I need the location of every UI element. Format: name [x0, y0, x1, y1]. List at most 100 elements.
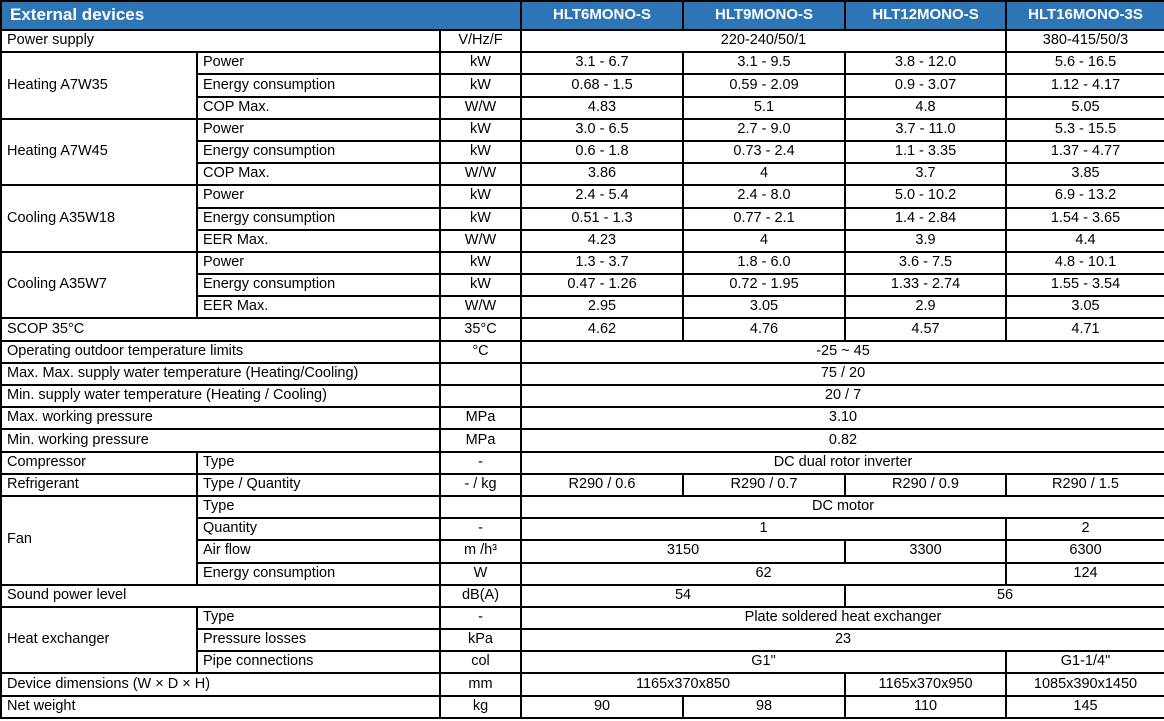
value-cell: 5.05: [1005, 95, 1164, 120]
table-row: Energy consumption W 62 124: [1, 561, 1164, 586]
spec-table-body: Power supply V/Hz/F 220-240/50/1 380-415/50…: [0, 28, 1164, 719]
value-cell: 4.4: [1005, 228, 1164, 253]
unit-cell: kW: [438, 250, 523, 276]
value-cell: 75 / 20: [520, 361, 1164, 387]
row-sublabel-cell: COP Max.: [196, 162, 441, 187]
value-cell: DC motor: [520, 494, 1164, 520]
value-cell: 0.6 - 1.8: [520, 139, 685, 165]
table-row: Energy consumption kW 0.47 - 1.26 0.72 - 1.…: [1, 273, 1164, 298]
value-cell: 1: [520, 517, 1008, 542]
value-cell: 3300: [844, 539, 1008, 564]
unit-cell: W/W: [438, 295, 523, 320]
value-cell: 1.33 - 2.74: [844, 273, 1008, 298]
row-label-cell: Power supply: [0, 28, 441, 54]
table-row: EER Max. W/W 4.23 4 3.9 4.4: [1, 228, 1164, 253]
table-row: Energy consumption kW 0.51 - 1.3 0.77 - 2.1…: [1, 206, 1164, 231]
value-cell: 4.23: [520, 228, 685, 253]
value-cell: 0.68 - 1.5: [520, 73, 685, 98]
unit-cell: MPa: [438, 428, 523, 453]
value-cell: 6300: [1005, 539, 1164, 564]
value-cell: 3.05: [1005, 295, 1164, 320]
group-label-cell: Compressor: [0, 450, 198, 475]
value-cell: 62: [520, 561, 1008, 586]
unit-cell: -: [438, 517, 523, 542]
unit-cell: kW: [438, 117, 523, 142]
value-cell: 56: [844, 583, 1164, 608]
row-sublabel-cell: EER Max.: [196, 228, 441, 253]
value-cell: 4.76: [682, 317, 847, 342]
group-label-cell: Heating A7W35: [0, 51, 198, 120]
value-cell: G1-1/4": [1005, 650, 1164, 675]
value-cell: 0.59 - 2.09: [682, 73, 847, 98]
value-cell: 0.73 - 2.4: [682, 139, 847, 165]
table-row: Operating outdoor temperature limits °C -2…: [0, 339, 1164, 364]
table-row: Pipe connections col G1" G1-1/4": [1, 650, 1164, 675]
value-cell: Plate soldered heat exchanger: [520, 605, 1164, 631]
table-row: Net weight kg 90 98 110 145: [0, 694, 1164, 719]
value-cell: 4.57: [844, 317, 1008, 342]
value-cell: 3.6 - 7.5: [844, 250, 1008, 276]
row-label-cell: Max. Max. supply water temperature (Heat…: [0, 361, 441, 387]
unit-cell: mm: [438, 672, 523, 697]
value-cell: 20 / 7: [520, 383, 1164, 409]
unit-cell: -: [438, 605, 523, 631]
row-sublabel-cell: Power: [196, 184, 441, 209]
group-label-cell: Heating A7W45: [0, 117, 198, 187]
unit-cell: kW: [438, 273, 523, 298]
row-label-cell: Max. working pressure: [0, 406, 441, 431]
unit-cell: kPa: [438, 628, 523, 653]
value-cell: 1.8 - 6.0: [682, 250, 847, 276]
value-cell: 2.7 - 9.0: [682, 117, 847, 142]
value-cell: 3.10: [520, 406, 1164, 431]
value-cell: 3.8 - 12.0: [844, 51, 1008, 76]
value-cell: 3.7: [844, 162, 1008, 187]
unit-cell: kW: [438, 51, 523, 76]
table-row: Heating A7W45 Power kW 3.0 - 6.5 2.7 - 9.0 3.…: [0, 117, 1164, 187]
unit-cell: MPa: [438, 406, 523, 431]
table-row: SCOP 35°C 35°C 4.62 4.76 4.57 4.71: [0, 317, 1164, 342]
table-row: Cooling A35W18 Power kW 2.4 - 5.4 2.4 - 8.0 5…: [0, 184, 1164, 253]
value-cell: 4.8: [844, 95, 1008, 120]
row-sublabel-cell: Quantity: [196, 517, 441, 542]
row-sublabel-cell: Energy consumption: [196, 73, 441, 98]
value-cell: 5.1: [682, 95, 847, 120]
table-row: Cooling A35W7 Power kW 1.3 - 3.7 1.8 - 6.0 3.…: [0, 250, 1164, 320]
value-cell: R290 / 1.5: [1005, 472, 1164, 497]
row-label-cell: SCOP 35°C: [0, 317, 441, 342]
value-cell: 145: [1005, 694, 1164, 719]
table-row: EER Max. W/W 2.95 3.05 2.9 3.05: [1, 295, 1164, 320]
unit-cell: W/W: [438, 162, 523, 187]
unit-cell: 35°C: [438, 317, 523, 342]
row-sublabel-cell: Power: [196, 250, 441, 276]
value-cell: G1": [520, 650, 1008, 675]
value-cell: 0.77 - 2.1: [682, 206, 847, 231]
value-cell: 54: [520, 583, 847, 608]
table-row: Heating A7W35 Power kW 3.1 - 6.7 3.1 - 9.5 3.…: [0, 51, 1164, 120]
value-cell: 2.95: [520, 295, 685, 320]
value-cell: 98: [682, 694, 847, 719]
row-sublabel-cell: COP Max.: [196, 95, 441, 120]
value-cell: R290 / 0.9: [844, 472, 1008, 497]
value-cell: 1.12 - 4.17: [1005, 73, 1164, 98]
unit-cell: V/Hz/F: [438, 28, 523, 54]
row-sublabel-cell: Energy consumption: [196, 139, 441, 165]
unit-cell: m /h³: [438, 539, 523, 564]
table-row: Compressor Type - DC dual rotor inverter: [0, 450, 1164, 475]
row-sublabel-cell: Energy consumption: [196, 273, 441, 298]
value-cell: 90: [520, 694, 685, 719]
table-row: Min. supply water temperature (Heating /…: [0, 383, 1164, 409]
value-cell: 110: [844, 694, 1008, 719]
value-cell: 0.82: [520, 428, 1164, 453]
row-sublabel-cell: Type: [196, 450, 441, 475]
row-label-cell: Net weight: [0, 694, 441, 719]
value-cell: 3150: [520, 539, 847, 564]
row-label-cell: Device dimensions (W × D × H): [0, 672, 441, 697]
table-row: Quantity -1 2: [1, 517, 1164, 542]
unit-cell: [438, 383, 523, 409]
value-cell: 3.9: [844, 228, 1008, 253]
unit-cell: W/W: [438, 95, 523, 120]
value-cell: 3.7 - 11.0: [844, 117, 1008, 142]
table-row: COP Max. W/W 4.83 5.1 4.8 5.05: [1, 95, 1164, 120]
table-row: Pressure losses kPa 23: [1, 628, 1164, 653]
